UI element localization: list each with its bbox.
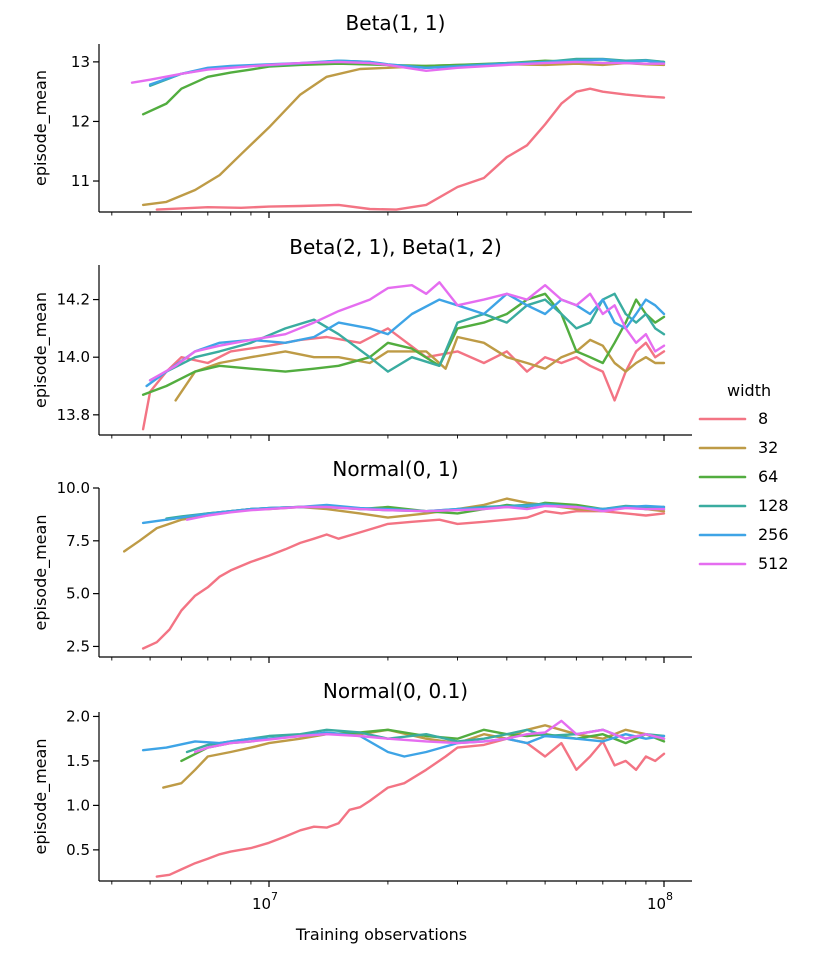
series-line-256 xyxy=(141,731,666,758)
x-tick-exponent: 8 xyxy=(666,890,673,903)
y-tick-label: 14.2 xyxy=(57,291,90,309)
legend-item: 8 xyxy=(698,409,768,428)
y-tick-label: 14.0 xyxy=(57,348,90,366)
y-tick-label: 11 xyxy=(71,172,90,190)
subplot-title: Beta(2, 1), Beta(1, 2) xyxy=(289,235,502,259)
x-tick-exponent: 7 xyxy=(271,890,278,903)
series-line-512 xyxy=(148,281,666,382)
y-tick-label: 2.5 xyxy=(66,637,90,655)
series-line-512 xyxy=(193,719,666,754)
legend-label: 256 xyxy=(758,525,789,544)
legend-label: 8 xyxy=(758,409,768,428)
y-tick-label: 10.0 xyxy=(57,479,90,497)
series-line-8 xyxy=(141,510,666,650)
legend-item: 32 xyxy=(698,438,778,457)
legend-item: 256 xyxy=(698,525,789,544)
y-tick-label: 1.5 xyxy=(66,752,90,770)
series-line-64 xyxy=(141,292,666,396)
x-tick-label: 108 xyxy=(647,890,673,913)
legend-label: 128 xyxy=(758,496,789,515)
subplot: Beta(1, 1) 11 12 13 episode_mean xyxy=(31,11,692,218)
y-tick-label: 1.0 xyxy=(66,796,90,814)
subplot: Normal(0, 1) 2.5 5.0 7.5 10.0 episode_mean xyxy=(31,457,692,663)
series-line-256 xyxy=(148,58,666,86)
legend-label: 512 xyxy=(758,554,789,573)
subplot-title: Beta(1, 1) xyxy=(346,11,446,35)
series-line-32 xyxy=(141,61,666,207)
legend-label: 64 xyxy=(758,467,778,486)
series-line-8 xyxy=(141,327,666,431)
y-tick-label: 13 xyxy=(71,53,90,71)
y-tick-label: 13.8 xyxy=(57,406,90,424)
subplot: Beta(2, 1), Beta(1, 2) 13.8 14.0 14.2 episod… xyxy=(31,235,692,441)
subplot-title: Normal(0, 0.1) xyxy=(323,679,468,703)
x-tick-label: 107 xyxy=(252,890,278,913)
series-line-8 xyxy=(155,87,666,211)
y-tick-label: 2.0 xyxy=(66,707,90,725)
legend-title: width xyxy=(727,381,771,400)
series-line-32 xyxy=(174,335,666,402)
series-line-512 xyxy=(130,60,666,84)
y-tick-label: 5.0 xyxy=(66,585,90,603)
legend-item: 512 xyxy=(698,554,789,573)
series-line-8 xyxy=(155,737,666,878)
y-tick-label: 0.5 xyxy=(66,841,90,859)
series-line-512 xyxy=(185,504,666,521)
y-tick-label: 7.5 xyxy=(66,532,90,550)
y-tick-label: 12 xyxy=(71,112,90,130)
legend-label: 32 xyxy=(758,438,778,457)
x-tick-base: 10 xyxy=(252,895,271,913)
legend-item: 64 xyxy=(698,467,778,486)
subplot-title: Normal(0, 1) xyxy=(332,457,458,481)
y-axis-label: episode_mean xyxy=(31,739,51,855)
subplot: Normal(0, 0.1) 0.5 1.0 1.5 2.0 episode_mean 10… xyxy=(31,679,692,944)
y-axis-label: episode_mean xyxy=(31,70,51,186)
y-axis-label: episode_mean xyxy=(31,515,51,631)
series-line-256 xyxy=(145,292,666,388)
legend-item: 128 xyxy=(698,496,789,515)
x-tick-base: 10 xyxy=(647,895,666,913)
legend: width 8 32 64 128 256 512 xyxy=(698,381,789,573)
y-axis-label: episode_mean xyxy=(31,292,51,408)
x-axis-label: Training observations xyxy=(295,925,467,944)
